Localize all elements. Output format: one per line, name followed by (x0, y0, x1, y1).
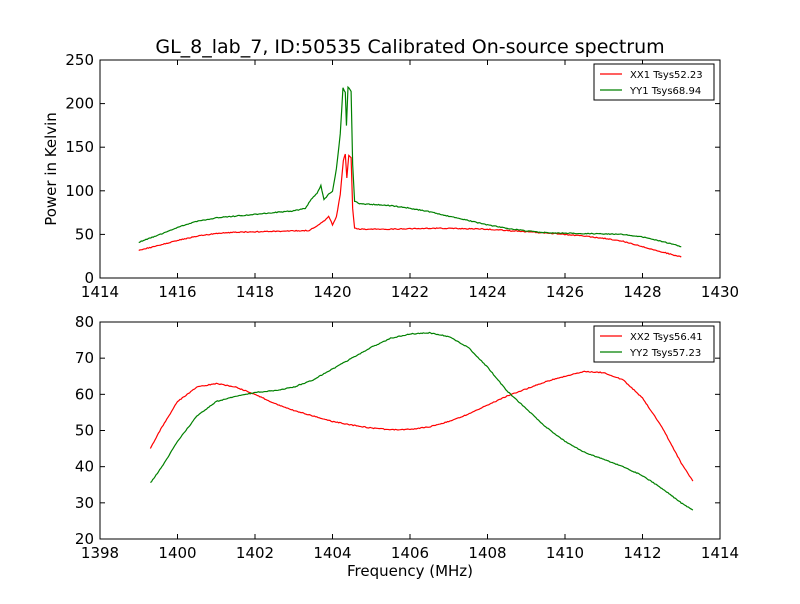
y-tick-label: 0 (84, 269, 94, 287)
x-tick-label: 1410 (546, 544, 584, 562)
x-tick-label: 1404 (313, 544, 351, 562)
x-tick-label: 1402 (236, 544, 274, 562)
x-tick-label: 1426 (546, 283, 584, 301)
legend-label: YY2 Tsys57.23 (629, 348, 701, 359)
y-tick-label: 60 (75, 385, 94, 403)
x-tick-label: 1412 (623, 544, 661, 562)
x-tick-label: 1420 (313, 283, 351, 301)
x-tick-label: 1430 (701, 283, 739, 301)
x-tick-label: 1418 (236, 283, 274, 301)
x-tick-label: 1424 (468, 283, 506, 301)
x-tick-label: 1406 (391, 544, 429, 562)
y-tick-label: 150 (65, 138, 94, 156)
legend-box (593, 63, 715, 101)
x-tick-label: 1408 (468, 544, 506, 562)
series-line-yy2 (150, 331, 694, 511)
legend-box (593, 325, 715, 363)
y-tick-label: 20 (75, 530, 94, 548)
y-tick-label: 70 (75, 349, 94, 367)
series-line-yy1 (138, 85, 682, 248)
series-line-xx1 (138, 153, 682, 258)
y-tick-label: 250 (65, 51, 94, 69)
y-tick-label: 40 (75, 458, 94, 476)
y-tick-label: 100 (65, 182, 94, 200)
y-tick-label: 50 (75, 422, 94, 440)
x-tick-label: 1400 (158, 544, 196, 562)
y-tick-label: 80 (75, 313, 94, 331)
x-tick-label: 1414 (701, 544, 739, 562)
y-tick-label: 200 (65, 95, 94, 113)
legend-label: XX2 Tsys56.41 (630, 332, 703, 343)
legend-label: YY1 Tsys68.94 (629, 86, 701, 97)
top-spectrum-panel: 1414 1416 1418 1420 1422 1424 1426 1428 1430 0 50 1… (42, 51, 739, 301)
legend: XX1 Tsys52.23 YY1 Tsys68.94 (593, 63, 715, 101)
bottom-spectrum-panel: 1398 1400 1402 1404 1406 1408 1410 1412 1414 20 30… (75, 313, 739, 580)
legend: XX2 Tsys56.41 YY2 Tsys57.23 (593, 325, 715, 363)
x-tick-label: 1398 (81, 544, 119, 562)
figure-title: GL_8_lab_7, ID:50535 Calibrated On-sourc… (155, 36, 664, 58)
y-tick-label: 50 (75, 225, 94, 243)
legend-label: XX1 Tsys52.23 (630, 70, 703, 81)
x-tick-label: 1422 (391, 283, 429, 301)
x-tick-label: 1416 (158, 283, 196, 301)
x-axis-label: Frequency (MHz) (347, 562, 473, 580)
x-tick-label: 1428 (623, 283, 661, 301)
series-line-xx2 (149, 370, 694, 482)
y-tick-label: 30 (75, 494, 94, 512)
y-axis-label: Power in Kelvin (42, 112, 60, 226)
x-tick-label: 1414 (81, 283, 119, 301)
